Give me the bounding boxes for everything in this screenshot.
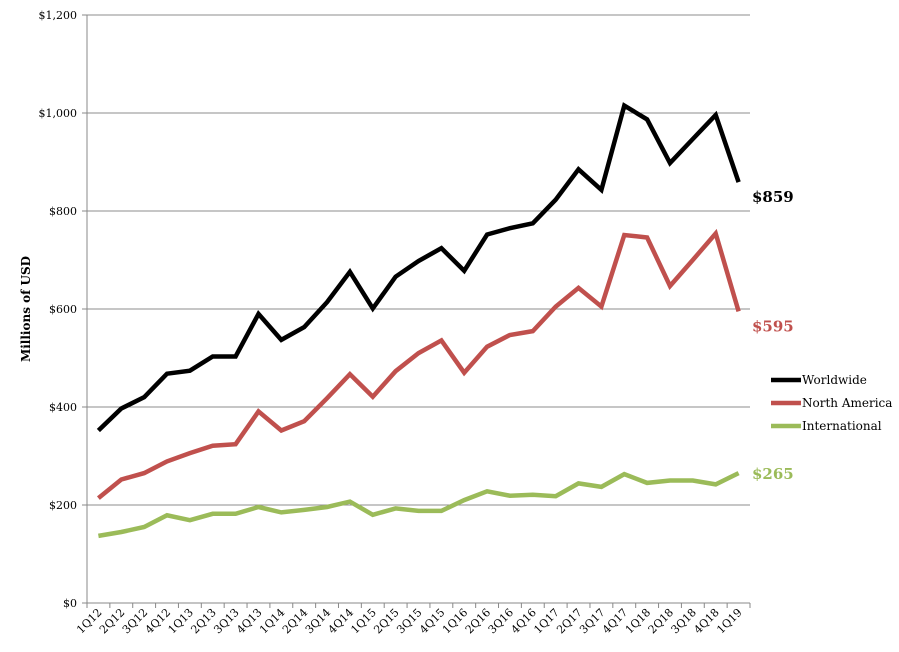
y-tick-label: $800 xyxy=(49,205,77,218)
x-tick-label: 4Q12 xyxy=(143,606,173,636)
y-tick-label: $400 xyxy=(49,401,77,414)
legend-label: Worldwide xyxy=(802,373,867,387)
x-tick-label: 1Q13 xyxy=(166,606,196,636)
series-line-international xyxy=(98,471,740,539)
x-tick-label: 3Q13 xyxy=(211,606,241,636)
x-tick-label: 4Q15 xyxy=(417,606,447,636)
x-tick-label: 3Q17 xyxy=(577,606,607,636)
series-line-north-america xyxy=(96,228,741,500)
x-tick-label: 4Q18 xyxy=(691,606,721,636)
end-label-north-america: $595 xyxy=(752,317,794,335)
gridlines xyxy=(87,14,750,506)
legend-label: International xyxy=(802,419,882,433)
x-tick-label: 1Q15 xyxy=(348,606,378,636)
series-end-labels: $859 $595 $265 xyxy=(752,188,794,483)
y-tick-label: $1,000 xyxy=(39,107,78,120)
end-label-worldwide: $859 xyxy=(752,188,794,206)
y-axis-label: Millions of USD xyxy=(19,256,33,362)
y-tick-label: $1,200 xyxy=(39,9,78,22)
x-tick-label: 2Q15 xyxy=(371,606,401,636)
y-tick-label: $200 xyxy=(49,499,77,512)
series-line-worldwide xyxy=(96,102,741,433)
x-tick-label: 1Q17 xyxy=(531,606,561,636)
x-tick-label: 3Q14 xyxy=(303,606,333,636)
x-tick-label: 3Q18 xyxy=(669,606,699,636)
end-label-international: $265 xyxy=(752,465,794,483)
x-tick-label: 2Q13 xyxy=(188,606,218,636)
x-tick-label: 4Q17 xyxy=(600,606,630,636)
series-lines xyxy=(96,102,741,539)
x-tick-label: 1Q19 xyxy=(714,606,744,636)
x-tick-label: 2Q18 xyxy=(646,606,676,636)
x-tick-label: 1Q16 xyxy=(440,606,470,636)
legend-label: North America xyxy=(802,396,892,410)
x-tick-label: 1Q12 xyxy=(74,606,104,636)
x-axis-ticks: 1Q122Q123Q124Q121Q132Q133Q134Q131Q142Q14… xyxy=(74,603,751,636)
x-tick-label: 4Q16 xyxy=(509,606,539,636)
x-tick-label: 1Q18 xyxy=(623,606,653,636)
x-tick-label: 3Q15 xyxy=(394,606,424,636)
x-tick-label: 3Q12 xyxy=(120,606,150,636)
x-tick-label: 2Q16 xyxy=(463,606,493,636)
x-tick-label: 1Q14 xyxy=(257,606,287,636)
y-axis-ticks: $0 $200 $400 $600 $800 $1,000 $1,200 xyxy=(39,9,87,610)
x-tick-label: 2Q17 xyxy=(554,606,584,636)
x-tick-label: 2Q12 xyxy=(97,606,127,636)
x-tick-label: 2Q14 xyxy=(280,606,310,636)
x-tick-label: 4Q14 xyxy=(326,606,356,636)
y-tick-label: $0 xyxy=(63,597,77,610)
legend: Worldwide North America International xyxy=(771,373,892,433)
x-tick-label: 3Q16 xyxy=(486,606,516,636)
y-tick-label: $600 xyxy=(49,303,77,316)
x-tick-label: 4Q13 xyxy=(234,606,264,636)
